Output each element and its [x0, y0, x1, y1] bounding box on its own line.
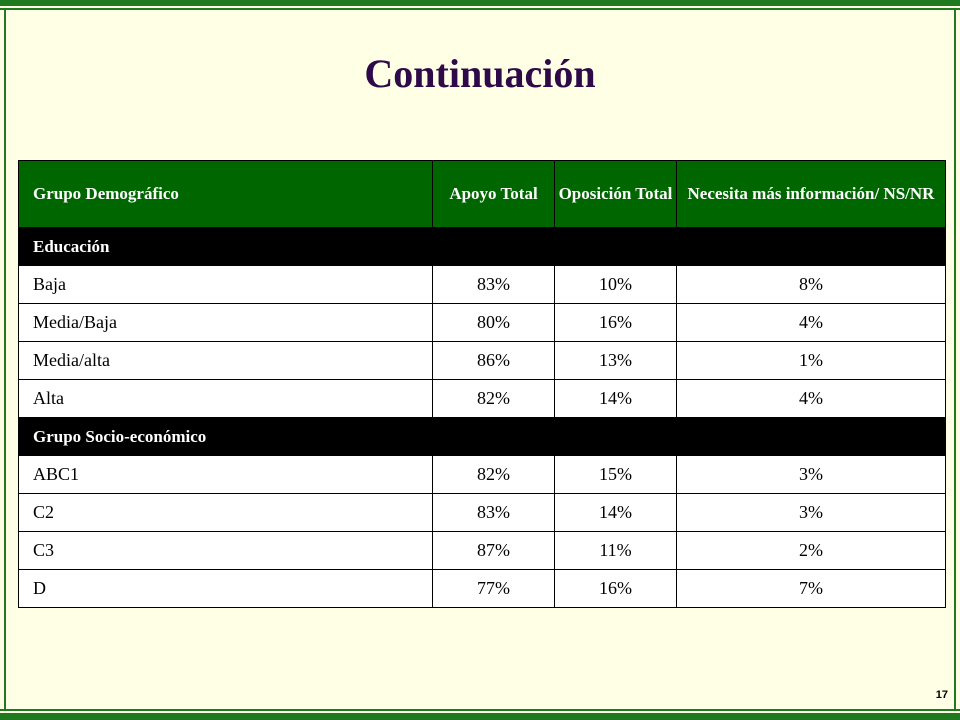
table-row: C3 87% 11% 2% [18, 531, 946, 570]
table-row: D 77% 16% 7% [18, 569, 946, 608]
group-header-row: Educación [18, 227, 946, 266]
row-label: D [18, 569, 433, 608]
table-cell: 11% [554, 531, 677, 570]
table-cell: 14% [554, 379, 677, 418]
table-cell: 87% [432, 531, 555, 570]
table-cell: 80% [432, 303, 555, 342]
table-cell: 7% [676, 569, 946, 608]
table-cell: 15% [554, 455, 677, 494]
header-grupo-demografico: Grupo Demográfico [18, 160, 433, 228]
table-cell: 3% [676, 455, 946, 494]
table-cell: 14% [554, 493, 677, 532]
header-necesita-mas-informacion: Necesita más información/ NS/NR [676, 160, 946, 228]
table-cell: 3% [676, 493, 946, 532]
right-border [954, 10, 956, 709]
row-label: ABC1 [18, 455, 433, 494]
table-cell: 10% [554, 265, 677, 304]
table-cell: 4% [676, 303, 946, 342]
bottom-border-thick [0, 713, 960, 720]
group-header-row: Grupo Socio-económico [18, 417, 946, 456]
table-cell: 83% [432, 493, 555, 532]
table-cell: 86% [432, 341, 555, 380]
table-cell: 2% [676, 531, 946, 570]
page-number: 17 [935, 689, 948, 701]
demographic-table: Grupo Demográfico Apoyo Total Oposición … [18, 160, 946, 608]
table-row: Media/alta 86% 13% 1% [18, 341, 946, 380]
header-oposicion-total: Oposición Total [554, 160, 677, 228]
table-cell: 82% [432, 455, 555, 494]
table-cell: 4% [676, 379, 946, 418]
table-cell: 8% [676, 265, 946, 304]
row-label: Media/alta [18, 341, 433, 380]
row-label: Alta [18, 379, 433, 418]
page-title: Continuación [364, 51, 596, 96]
group-label: Grupo Socio-económico [18, 417, 946, 456]
table-row: Media/Baja 80% 16% 4% [18, 303, 946, 342]
table-row: Baja 83% 10% 8% [18, 265, 946, 304]
table-row: Alta 82% 14% 4% [18, 379, 946, 418]
table-header-row: Grupo Demográfico Apoyo Total Oposición … [18, 160, 946, 228]
table-cell: 83% [432, 265, 555, 304]
table-cell: 82% [432, 379, 555, 418]
row-label: Media/Baja [18, 303, 433, 342]
row-label: Baja [18, 265, 433, 304]
table-row: C2 83% 14% 3% [18, 493, 946, 532]
table-cell: 77% [432, 569, 555, 608]
group-label: Educación [18, 227, 946, 266]
table-row: ABC1 82% 15% 3% [18, 455, 946, 494]
top-border-thick [0, 0, 960, 6]
left-border [4, 10, 6, 709]
table-cell: 1% [676, 341, 946, 380]
top-border-thin [0, 8, 960, 10]
table-cell: 13% [554, 341, 677, 380]
table-cell: 16% [554, 303, 677, 342]
bottom-border-thin [0, 709, 960, 711]
row-label: C2 [18, 493, 433, 532]
row-label: C3 [18, 531, 433, 570]
header-apoyo-total: Apoyo Total [432, 160, 555, 228]
table-cell: 16% [554, 569, 677, 608]
